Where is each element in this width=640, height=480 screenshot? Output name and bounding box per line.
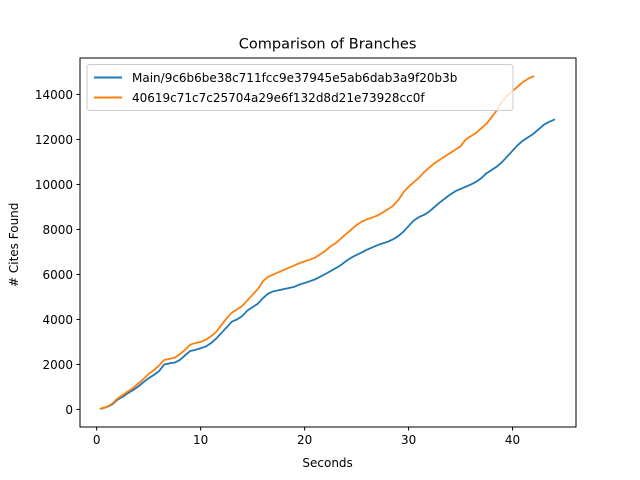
x-tick-label: 0 [93, 433, 101, 447]
y-tick-label: 4000 [42, 313, 73, 327]
y-tick-label: 6000 [42, 268, 73, 282]
x-tick-label: 40 [505, 433, 520, 447]
x-tick-label: 10 [193, 433, 208, 447]
x-axis-label: Seconds [302, 456, 352, 470]
y-tick-label: 12000 [35, 133, 73, 147]
x-tick-label: 20 [297, 433, 312, 447]
legend-label-main: Main/9c6b6be38c711fcc9e37945e5ab6dab3a9f… [132, 71, 457, 85]
y-axis-label: # Cites Found [7, 203, 21, 287]
y-tick-label: 0 [65, 403, 73, 417]
legend: Main/9c6b6be38c711fcc9e37945e5ab6dab3a9f… [87, 65, 513, 111]
y-tick-label: 14000 [35, 88, 73, 102]
y-tick-label: 8000 [42, 223, 73, 237]
y-tick-label: 2000 [42, 358, 73, 372]
legend-label-branch: 40619c71c7c25704a29e6f132d8d21e73928cc0f [132, 91, 425, 105]
x-tick-label: 30 [401, 433, 416, 447]
chart-title: Comparison of Branches [239, 37, 417, 53]
y-tick-label: 10000 [35, 178, 73, 192]
